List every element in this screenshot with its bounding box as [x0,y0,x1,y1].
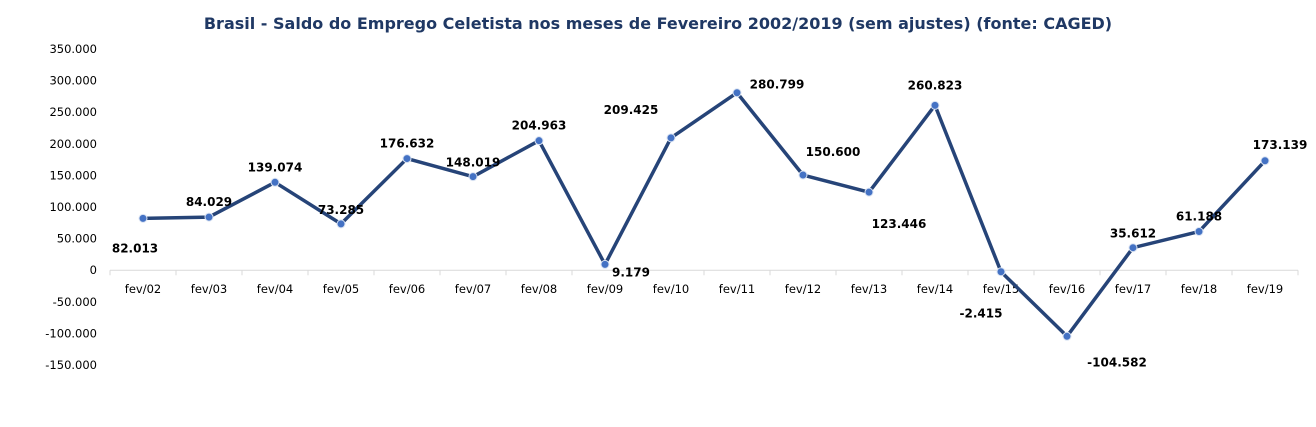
y-tick-label: 250.000 [49,105,97,119]
data-point [1062,331,1072,341]
data-point [270,177,280,187]
y-axis: 350.000 300.000 250.000 200.000 150.000 100.0… [45,42,97,372]
y-tick-label: 100.000 [49,200,97,214]
data-label: 139.074 [248,160,303,174]
data-label: 173.139 [1253,138,1308,152]
y-tick-label: 300.000 [49,74,97,88]
data-label: 150.600 [806,145,861,159]
data-point [930,100,940,110]
data-label: 35.612 [1110,227,1156,241]
x-tick-label: fev/11 [719,282,755,296]
x-tick-label: fev/02 [125,282,161,296]
y-tick-label: 350.000 [49,42,97,56]
data-point [534,136,544,146]
data-point [798,170,808,180]
x-tick-label: fev/16 [1049,282,1085,296]
x-tick-label: fev/13 [851,282,887,296]
data-label: 204.963 [512,119,567,133]
x-tick-label: fev/15 [983,282,1019,296]
data-point [666,133,676,143]
data-point [1128,243,1138,253]
data-point [864,187,874,197]
y-tick-label: -100.000 [45,326,97,340]
data-point [138,213,148,223]
data-point [402,154,412,164]
x-tick-label: fev/05 [323,282,359,296]
x-tick-label: fev/17 [1115,282,1151,296]
data-point [204,212,214,222]
data-labels: 82.013 84.029 139.074 73.285 176.632 148.019 2… [112,78,1307,370]
data-point [996,267,1006,277]
y-tick-label: 150.000 [49,168,97,182]
x-tick-label: fev/07 [455,282,491,296]
data-label: 209.425 [604,103,659,117]
y-tick-label: -150.000 [45,358,97,372]
data-point [336,219,346,229]
data-label: 9.179 [612,265,650,279]
data-label: 176.632 [380,137,435,151]
data-point [468,172,478,182]
data-label: -104.582 [1087,355,1147,369]
data-point [732,88,742,98]
chart-title: Brasil - Saldo do Emprego Celetista nos … [204,14,1112,33]
y-tick-label: -50.000 [53,295,97,309]
x-axis: fev/02 fev/03 fev/04 fev/05 fev/06 fev/07 fev/… [109,269,1299,296]
x-tick-label: fev/06 [389,282,425,296]
series-path [142,90,1267,339]
x-tick-label: fev/18 [1181,282,1217,296]
x-tick-label: fev/14 [917,282,953,296]
data-label: 84.029 [186,195,232,209]
data-label: 123.446 [872,217,927,231]
data-point [600,259,610,269]
x-tick-label: fev/09 [587,282,623,296]
x-tick-label: fev/04 [257,282,293,296]
data-label: 148.019 [446,156,501,170]
data-label: 260.823 [908,78,963,92]
y-tick-label: 200.000 [49,137,97,151]
data-point [1260,156,1270,166]
data-point [1194,227,1204,237]
x-tick-label: fev/08 [521,282,557,296]
y-tick-label: 50.000 [57,232,97,246]
y-tick-label: 0 [90,263,97,277]
series-line [138,88,1270,341]
x-tick-label: fev/10 [653,282,689,296]
data-label: 73.285 [318,203,364,217]
data-label: -2.415 [960,307,1003,321]
data-label: 82.013 [112,241,158,255]
data-label: 280.799 [750,78,805,92]
x-tick-label: fev/12 [785,282,821,296]
data-label: 61.188 [1176,210,1222,224]
x-tick-label: fev/19 [1247,282,1283,296]
x-tick-label: fev/03 [191,282,227,296]
